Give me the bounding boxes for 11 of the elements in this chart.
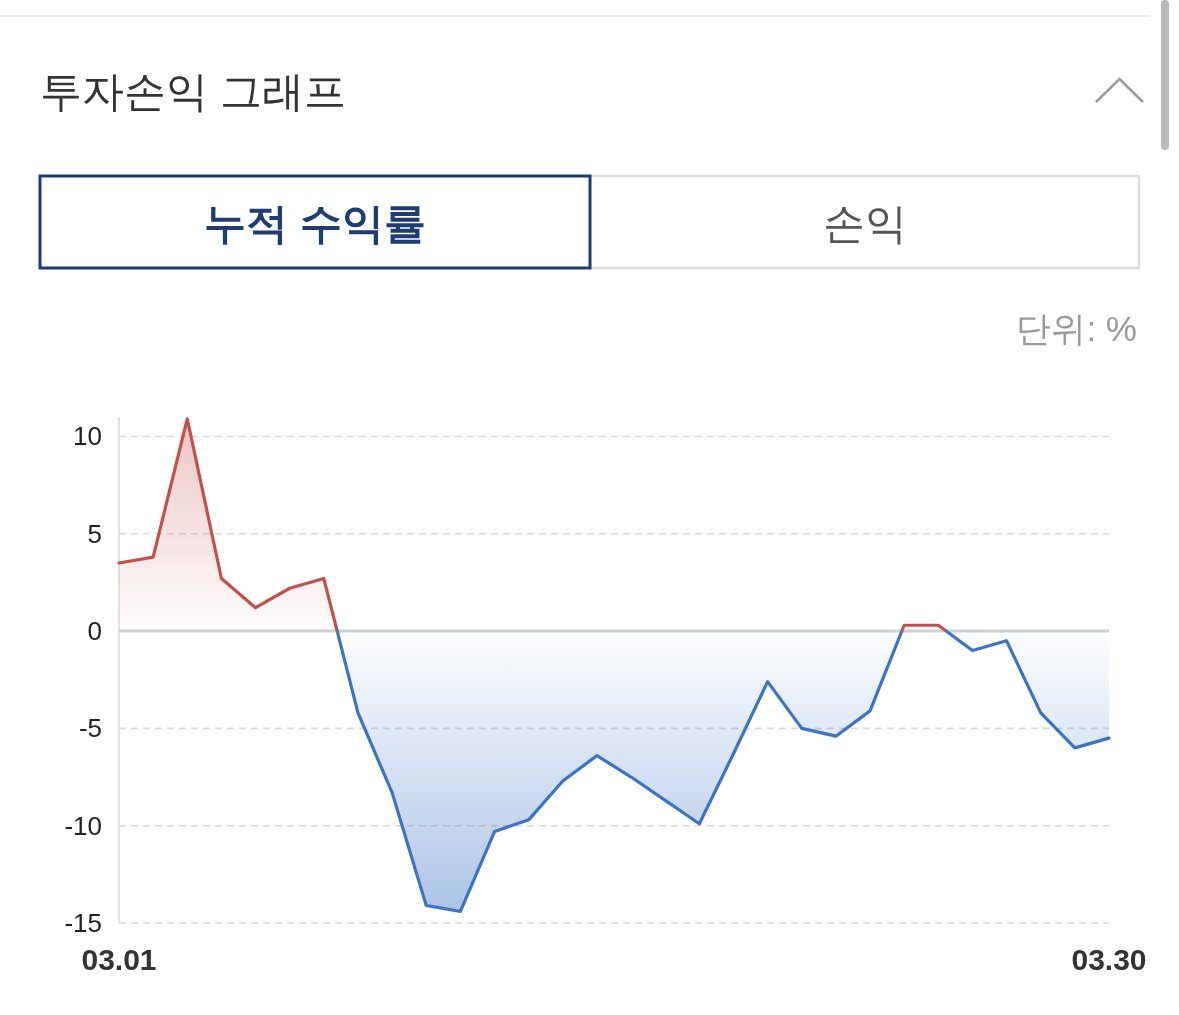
x-tick-label: 03.30 — [1071, 943, 1147, 976]
chart-title: 투자손익 그래프 — [40, 68, 346, 115]
y-tick-label: 0 — [87, 616, 102, 647]
y-tick-label: 10 — [73, 421, 102, 452]
text: 단위: % — [1016, 309, 1137, 348]
tab: 누적 수익률 — [38, 174, 592, 270]
y-tick-label: -15 — [64, 908, 102, 938]
y-tick-label: -10 — [64, 810, 102, 841]
y-tick-label: 5 — [87, 518, 102, 549]
y-tick-label: -5 — [78, 713, 102, 744]
x-tick-label: 03.01 — [81, 943, 157, 976]
